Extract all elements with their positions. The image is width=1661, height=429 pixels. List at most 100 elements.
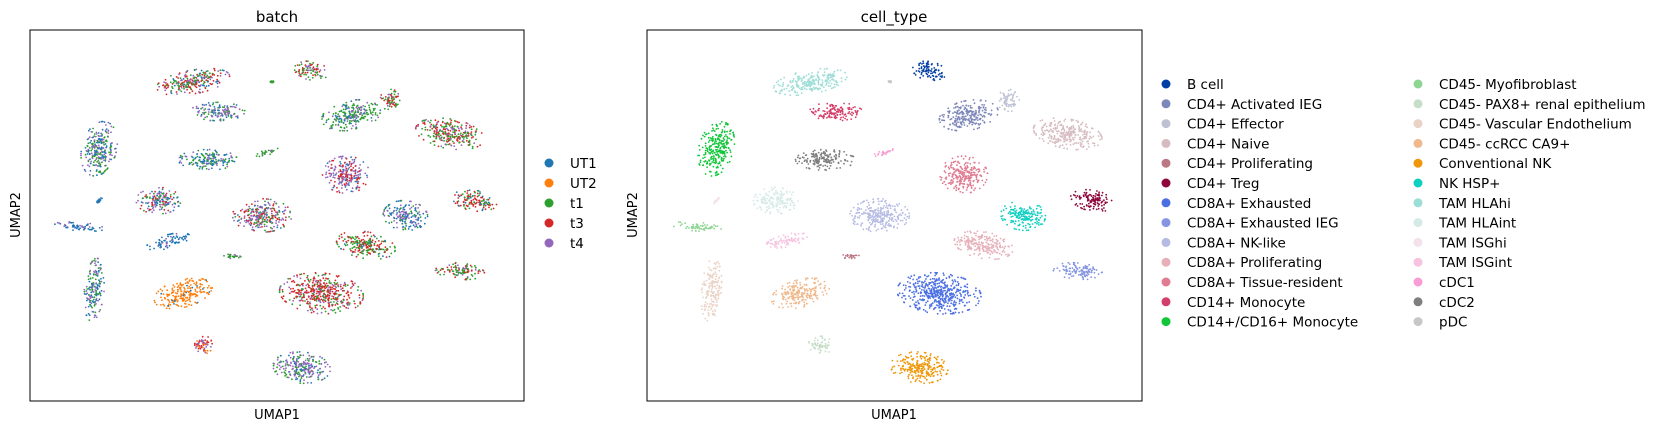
point-t1 <box>107 135 109 138</box>
point-ut1 <box>412 224 415 227</box>
point-t4 <box>154 205 157 208</box>
point-cd4-activated-ieg <box>982 106 985 109</box>
point-t3 <box>380 97 383 100</box>
point-t4 <box>90 160 93 163</box>
point-t1 <box>447 143 450 146</box>
point-t4 <box>356 107 359 110</box>
point-ut1 <box>378 247 381 250</box>
point-t3 <box>210 83 213 86</box>
point-t4 <box>386 209 389 212</box>
point-ut1 <box>211 154 213 156</box>
point-t3 <box>295 295 298 298</box>
point-t4 <box>94 289 97 291</box>
point-b-cell <box>917 70 920 72</box>
cluster-18 <box>83 257 105 321</box>
point-t3 <box>458 269 460 271</box>
point-cd14-monocyte <box>850 118 853 120</box>
point-t3 <box>154 190 157 193</box>
point-t4 <box>363 111 366 114</box>
point-t4 <box>91 287 93 290</box>
point-t1 <box>307 60 309 63</box>
point-t3 <box>332 287 335 290</box>
point-t1 <box>453 266 455 269</box>
point-t4 <box>88 165 91 168</box>
cluster-19 <box>153 277 213 310</box>
point-ut1 <box>170 92 173 95</box>
point-t1 <box>318 288 321 291</box>
point-t3 <box>263 212 265 215</box>
point-t1 <box>400 219 402 221</box>
point-cd4-activated-ieg <box>972 113 975 116</box>
point-t1 <box>474 191 476 194</box>
point-t4 <box>255 218 257 221</box>
point-t3 <box>335 283 338 285</box>
point-ut1 <box>158 241 161 244</box>
point-t1 <box>332 121 335 124</box>
point-ut2 <box>177 288 179 291</box>
point-ut1 <box>87 305 90 308</box>
point-t1 <box>374 113 377 116</box>
point-cd14-monocyte <box>839 118 842 121</box>
point-ut1 <box>295 368 298 371</box>
point-t3 <box>341 236 343 239</box>
point-b-cell <box>931 74 934 77</box>
point-tam-hlahi <box>823 86 825 89</box>
point-tam-hlahi <box>800 92 803 95</box>
point-ut1 <box>102 156 105 158</box>
point-t1 <box>261 218 264 220</box>
point-t3 <box>328 297 331 299</box>
point-t1 <box>97 162 100 165</box>
point-t1 <box>188 82 191 84</box>
point-t3 <box>300 293 302 296</box>
point-t3 <box>348 179 351 182</box>
point-t4 <box>261 207 264 209</box>
point-t1 <box>353 300 355 303</box>
point-t3 <box>455 129 458 132</box>
point-t4 <box>329 370 331 373</box>
point-ut1 <box>338 117 341 120</box>
point-b-cell <box>927 68 930 71</box>
point-t1 <box>316 65 319 68</box>
point-t3 <box>475 130 477 132</box>
point-t1 <box>324 296 327 299</box>
point-t4 <box>208 104 211 107</box>
point-ut1 <box>90 291 93 294</box>
point-t1 <box>461 136 464 139</box>
point-t4 <box>204 342 206 345</box>
point-t4 <box>322 370 325 373</box>
point-t1 <box>264 150 267 152</box>
point-b-cell <box>926 73 929 76</box>
point-ut2 <box>201 346 204 349</box>
point-t3 <box>343 295 346 298</box>
point-t1 <box>455 271 458 274</box>
point-t4 <box>444 143 447 146</box>
point-tam-hlahi <box>829 74 831 77</box>
point-ut2 <box>186 281 189 283</box>
point-ut2 <box>153 299 156 302</box>
point-ut1 <box>230 114 232 117</box>
point-t1 <box>255 155 258 158</box>
point-t3 <box>435 132 438 135</box>
point-t3 <box>446 141 449 143</box>
point-t4 <box>350 127 353 130</box>
point-t3 <box>386 102 388 105</box>
point-t1 <box>374 107 376 110</box>
point-t4 <box>425 210 427 213</box>
point-t3 <box>324 285 327 287</box>
point-t3 <box>456 121 459 123</box>
point-ut2 <box>177 284 180 287</box>
legend-marker <box>544 178 554 188</box>
point-t1 <box>87 278 90 281</box>
point-t1 <box>424 126 427 129</box>
point-t1 <box>305 365 307 368</box>
point-t1 <box>395 102 397 105</box>
point-t1 <box>272 230 275 232</box>
point-t4 <box>220 115 222 117</box>
point-ut2 <box>208 284 210 287</box>
point-ut1 <box>339 161 342 163</box>
point-tam-hlahi <box>805 88 808 91</box>
point-t3 <box>350 177 352 180</box>
point-t3 <box>446 138 449 141</box>
point-t3 <box>446 266 449 269</box>
point-t3 <box>358 189 360 192</box>
